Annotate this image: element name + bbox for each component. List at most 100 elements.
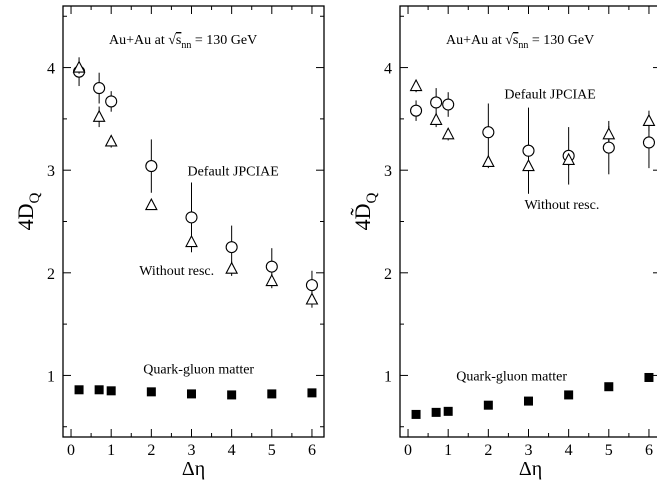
data-point-triangle	[92, 109, 106, 122]
x-axis-title: Δη	[519, 458, 542, 480]
data-point-square	[227, 390, 237, 400]
title-suffix: = 130 GeV	[191, 33, 257, 48]
title-prefix: Au+Au at	[446, 33, 505, 48]
data-point-circle	[430, 96, 443, 109]
data-point-circle	[305, 279, 319, 292]
series-annotation: Quark-gluon matter	[143, 362, 254, 377]
title-sub: nn	[518, 40, 528, 51]
data-point-circle	[410, 104, 423, 117]
series-annotation: Default JPCIAE	[504, 87, 595, 102]
series-square	[411, 372, 654, 419]
data-point-circle	[93, 82, 106, 95]
title-s: s	[176, 33, 181, 48]
data-point-triangle	[602, 127, 616, 140]
x-tick-label: 0	[404, 442, 412, 459]
data-point-triangle	[562, 152, 576, 165]
x-axis-title: Δη	[182, 458, 205, 480]
data-point-square	[411, 409, 421, 419]
x-tick-label: 3	[524, 442, 532, 459]
series-annotation: Without resc.	[139, 264, 214, 279]
x-tick-label: 5	[605, 442, 613, 459]
data-point-circle	[265, 260, 278, 273]
y-tick-label: 2	[47, 266, 55, 283]
title-sqrt-sign: √	[505, 33, 513, 48]
data-point-circle	[522, 144, 535, 157]
y-axis-title: 4D̃Q	[350, 192, 380, 230]
data-point-triangle	[481, 154, 495, 168]
data-point-circle	[105, 95, 118, 108]
y-axis-title-main: 4D	[13, 203, 38, 230]
data-point-triangle	[441, 127, 455, 140]
y-tick-label: 1	[47, 368, 55, 385]
y-tick-label: 3	[384, 163, 392, 180]
data-point-square	[564, 390, 574, 400]
data-point-square	[431, 407, 441, 417]
chart-panel-1: 0 1 2 3 4 5 6 1 2 3 4 Δη 4DQ Au+Au at √snn = 130 GeV D…	[13, 5, 325, 480]
y-axis-title-sub: Q	[364, 192, 380, 203]
x-tick-label: 2	[147, 442, 155, 459]
data-point-triangle	[265, 273, 279, 287]
data-point-triangle	[225, 261, 239, 274]
series-square	[74, 385, 317, 400]
data-point-square	[94, 385, 104, 395]
x-tick-label: 4	[565, 442, 573, 459]
x-tick-label: 1	[107, 442, 115, 459]
chart-title: Au+Au at √snn = 130 GeV	[109, 33, 257, 51]
x-tick-label: 1	[444, 442, 452, 459]
x-tick-label: 3	[187, 442, 195, 459]
x-tick-label: 5	[268, 442, 276, 459]
y-tick-label: 1	[384, 368, 392, 385]
y-tick-label: 4	[47, 61, 55, 78]
title-sqrt-sign: √	[168, 33, 176, 48]
data-point-square	[186, 389, 196, 399]
data-point-circle	[482, 126, 495, 139]
data-point-square	[146, 387, 156, 397]
series-triangle	[72, 60, 319, 308]
title-sub: nn	[181, 40, 191, 51]
series-annotation: Without resc.	[524, 198, 599, 213]
chart-title: Au+Au at √snn = 130 GeV	[446, 33, 594, 51]
data-point-square	[523, 396, 533, 406]
series-circle	[73, 57, 319, 300]
y-axis-title-sub: Q	[27, 192, 43, 203]
data-point-triangle	[409, 78, 423, 92]
x-tick-label: 2	[484, 442, 492, 459]
series-annotation: Default JPCIAE	[187, 164, 278, 179]
data-point-square	[74, 385, 84, 395]
y-axis-title-main: 4D̃	[350, 203, 375, 230]
data-point-triangle	[642, 113, 656, 126]
data-point-square	[604, 382, 614, 392]
data-point-triangle	[305, 292, 319, 305]
x-tick-label: 6	[308, 442, 316, 459]
data-point-triangle	[72, 60, 86, 73]
y-tick-label: 4	[384, 61, 392, 78]
series-triangle	[409, 78, 656, 176]
title-prefix: Au+Au at	[109, 33, 168, 48]
y-axis-title: 4DQ	[13, 192, 43, 230]
data-point-circle	[442, 98, 455, 111]
data-point-triangle	[522, 158, 535, 172]
y-tick-label: 3	[47, 163, 55, 180]
data-point-triangle	[429, 112, 443, 125]
series-annotation: Quark-gluon matter	[456, 370, 567, 385]
x-tick-label: 4	[228, 442, 236, 459]
data-point-triangle	[104, 134, 118, 147]
data-point-triangle	[185, 234, 198, 248]
data-point-circle	[145, 160, 158, 173]
data-point-circle	[225, 241, 238, 254]
title-s: s	[513, 33, 518, 48]
data-point-circle	[642, 136, 656, 149]
data-point-square	[644, 372, 654, 382]
chart-panel-2: 0 1 2 3 4 5 6 1 2 3 4 Δη 4D̃Q Au+Au at √snn = 130 GeV…	[350, 5, 657, 480]
x-tick-label: 6	[645, 442, 653, 459]
data-point-square	[443, 406, 453, 416]
series-circle	[410, 88, 656, 194]
title-suffix: = 130 GeV	[528, 33, 594, 48]
data-point-square	[483, 400, 493, 410]
y-tick-label: 2	[384, 266, 392, 283]
data-point-square	[267, 389, 277, 399]
data-point-triangle	[144, 197, 158, 211]
data-point-square	[307, 388, 317, 398]
data-point-circle	[185, 211, 198, 224]
